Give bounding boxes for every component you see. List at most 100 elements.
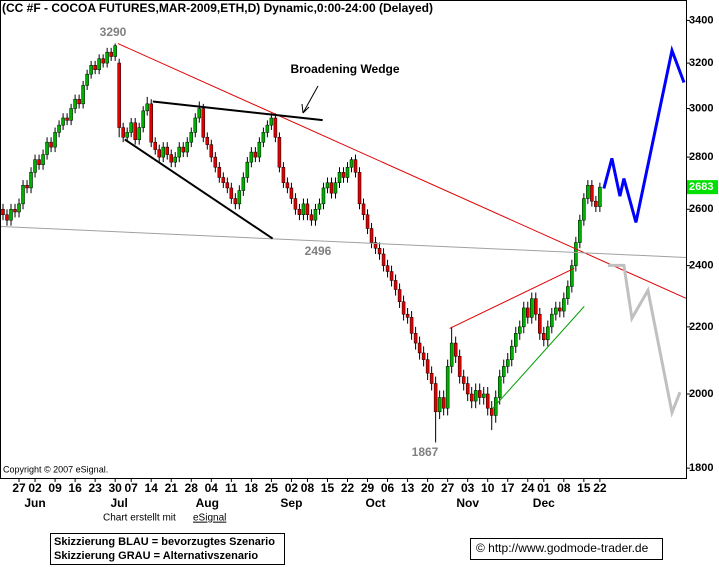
candle-body	[17, 203, 21, 213]
x-tick-label: 03	[461, 481, 475, 495]
candle-body	[497, 376, 502, 398]
candle-body	[285, 182, 290, 189]
candle-body	[309, 214, 314, 221]
candle-body	[109, 51, 113, 57]
x-tick-label: 28	[185, 481, 199, 495]
trend-line	[117, 43, 687, 299]
projection-line	[602, 45, 686, 223]
candle-body	[153, 141, 157, 150]
candle-body	[321, 187, 326, 205]
trend-line	[492, 306, 585, 409]
candle-body	[245, 161, 250, 178]
candle-body	[329, 182, 334, 194]
candle-body	[594, 200, 598, 207]
candle-body	[574, 242, 578, 266]
candle-body	[397, 289, 402, 302]
candle-body	[73, 98, 77, 109]
y-tick-label: 1800	[689, 462, 713, 474]
candle-body	[157, 149, 161, 158]
candle-body	[121, 127, 125, 138]
candle-body	[505, 359, 510, 367]
last-price-label: 2683	[689, 181, 713, 193]
trend-line	[449, 267, 575, 329]
candle-body	[465, 383, 470, 395]
candle-body	[93, 65, 97, 70]
candle-body	[405, 313, 410, 318]
candle-body	[201, 108, 206, 138]
candle-body	[598, 186, 602, 207]
x-tick-label: 21	[165, 481, 179, 495]
candle-body	[81, 85, 85, 105]
candle-body	[129, 122, 133, 133]
candle-body	[377, 247, 382, 255]
source-link[interactable]: © http://www.godmode-trader.de	[476, 541, 649, 555]
candle-body	[65, 117, 69, 121]
candle-body	[301, 203, 306, 215]
candle-body	[473, 390, 478, 402]
candle-body	[373, 242, 378, 249]
candle-body	[365, 214, 370, 229]
candle-body	[357, 172, 362, 205]
y-tick-label: 2200	[689, 321, 713, 333]
annotation-arrowhead	[301, 103, 310, 114]
x-tick-label: 15	[321, 481, 335, 495]
x-tick-label: 14	[145, 481, 159, 495]
candle-body	[530, 298, 534, 318]
annotation: 1867	[412, 445, 439, 459]
candle-body	[425, 359, 430, 374]
candle-body	[481, 393, 486, 398]
legend-text: Skizzierung GRAU = Alternativszenario	[54, 550, 258, 562]
candle-body	[477, 390, 482, 398]
chart-title: (CC #F - COCOA FUTURES,MAR-2009,ETH,D) D…	[2, 1, 433, 15]
candle-body	[461, 376, 466, 384]
candle-body	[265, 124, 270, 133]
candle-body	[441, 397, 446, 409]
candle-body	[345, 166, 350, 178]
trend-line	[152, 100, 323, 122]
candle-body	[257, 141, 262, 158]
candle-body	[445, 366, 450, 409]
candle-body	[45, 141, 49, 155]
y-tick-label: 2000	[689, 388, 713, 400]
candle-body	[437, 397, 442, 413]
candle-body	[89, 65, 93, 75]
x-tick-label: 08	[557, 481, 571, 495]
candle-body	[173, 156, 178, 163]
x-tick-label: 08	[301, 481, 315, 495]
month-label: Sep	[280, 496, 302, 510]
x-tick-label: 29	[361, 481, 375, 495]
x-tick-label: 15	[577, 481, 591, 495]
candle-body	[137, 127, 141, 140]
candle-body	[433, 383, 438, 413]
candle-body	[193, 117, 198, 133]
y-tick-label: 2400	[689, 260, 713, 272]
candle-body	[469, 393, 474, 402]
candle-body	[429, 372, 434, 384]
y-tick-label: 3000	[689, 102, 713, 114]
legend-text: Skizzierung BLAU = bevorzugtes Szenario	[54, 536, 275, 548]
candle-body	[534, 298, 538, 315]
x-tick-label: 22	[593, 481, 607, 495]
x-tick-label: 07	[125, 481, 139, 495]
candle-body	[33, 159, 37, 173]
candle-body	[221, 177, 226, 183]
candle-body	[197, 108, 202, 119]
credit-link[interactable]: eSignal	[193, 513, 226, 524]
candle-body	[546, 326, 550, 341]
copyright: Copyright © 2007 eSignal.	[3, 464, 108, 474]
candle-body	[449, 342, 454, 367]
candle-body	[97, 58, 101, 70]
candle-body	[117, 62, 121, 128]
candle-body	[9, 209, 13, 221]
candle-body	[522, 307, 526, 328]
credit-text: Chart erstellt mit	[103, 513, 176, 524]
candle-body	[381, 253, 386, 266]
candle-body	[582, 198, 586, 221]
candle-body	[249, 151, 254, 163]
x-tick-label: 16	[68, 481, 82, 495]
candle-body	[237, 190, 242, 205]
x-tick-label: 04	[205, 481, 219, 495]
candle-body	[49, 141, 53, 148]
candle-body	[293, 198, 298, 210]
candle-body	[501, 366, 506, 377]
